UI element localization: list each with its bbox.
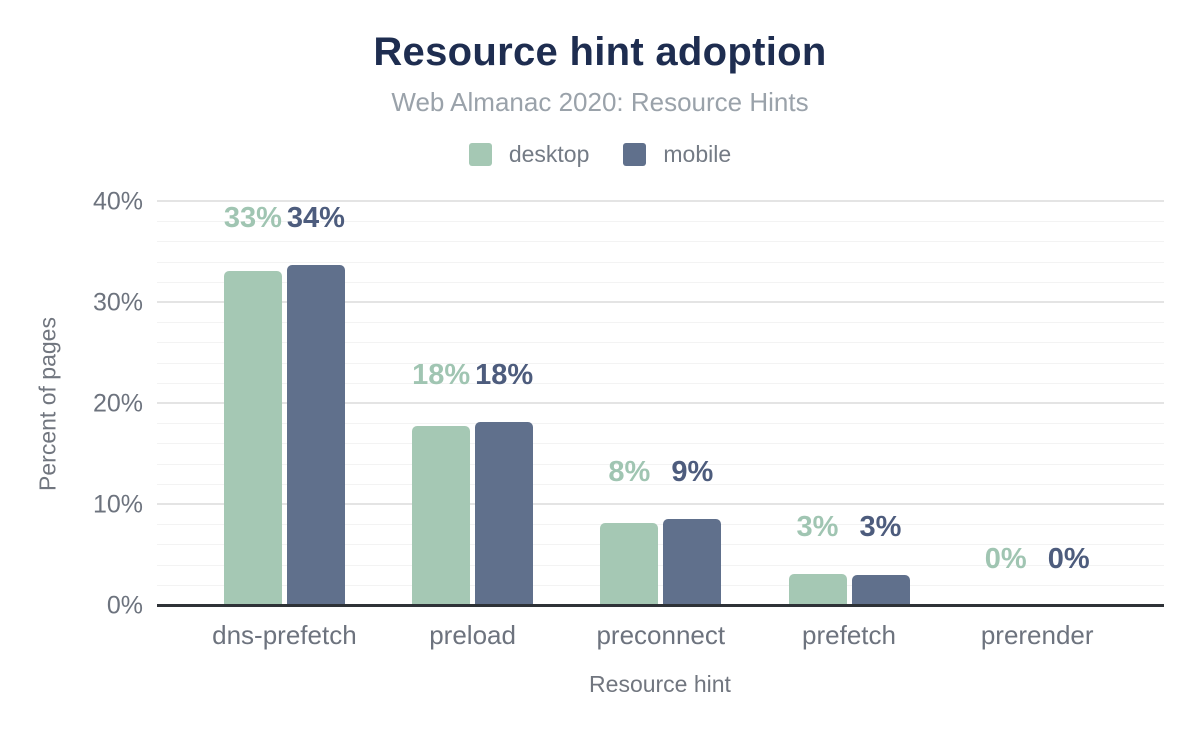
y-tick-label-40: 40% [92,187,143,216]
x-category-label-prerender: prerender [980,620,1094,650]
x-axis-line [157,604,1164,607]
minor-gridline-6 [157,544,1164,546]
minor-gridline-18 [157,423,1164,425]
y-tick-label-10: 10% [92,490,143,519]
minor-gridline-12 [157,483,1164,485]
x-category-label-dns-prefetch: dns-prefetch [212,620,357,650]
minor-gridline-38 [157,221,1164,223]
minor-gridline-14 [157,463,1164,465]
legend-swatch-desktop [468,143,492,166]
value-label-dns-prefetch-mobile: 34% [286,201,345,234]
minor-gridline-36 [157,241,1164,243]
legend-label-desktop: desktop [508,141,590,167]
legend: desktop mobile [0,141,1200,168]
major-gridline-10 [157,503,1164,505]
legend-item-mobile: mobile [623,141,731,168]
value-label-preconnect-desktop: 8% [608,456,651,489]
minor-gridline-8 [157,524,1164,526]
minor-gridline-26 [157,342,1164,344]
minor-gridline-34 [157,261,1164,263]
minor-gridline-28 [157,322,1164,324]
x-category-label-preconnect: preconnect [596,620,726,650]
minor-gridline-16 [157,443,1164,445]
bar-dns-prefetch-mobile [286,264,345,606]
major-gridline-30 [157,301,1164,303]
minor-gridline-24 [157,362,1164,364]
minor-gridline-32 [157,281,1164,283]
bar-preload-mobile [475,422,534,606]
value-label-preload-desktop: 18% [412,359,471,392]
minor-gridline-22 [157,382,1164,384]
bar-dns-prefetch-desktop [223,270,282,606]
legend-swatch-mobile [623,143,647,166]
value-label-prefetch-mobile: 3% [859,510,902,543]
y-tick-label-20: 20% [92,389,143,418]
x-category-label-prefetch: prefetch [802,620,896,650]
chart-subtitle: Web Almanac 2020: Resource Hints [391,87,809,117]
y-tick-label-0: 0% [106,591,143,620]
value-label-prerender-mobile: 0% [1047,543,1090,575]
legend-label-mobile: mobile [663,141,732,167]
minor-gridline-4 [157,564,1164,566]
value-label-preconnect-mobile: 9% [671,456,714,489]
legend-item-desktop: desktop [468,141,590,168]
bar-preconnect-mobile [663,519,722,606]
bar-preload-desktop [412,426,471,606]
y-tick-label-30: 30% [92,288,143,317]
x-axis-title: Resource hint [589,671,731,697]
bar-prefetch-desktop [788,573,847,606]
bar-prefetch-mobile [851,574,910,606]
major-gridline-20 [157,402,1164,404]
x-category-label-preload: preload [429,620,516,650]
y-axis-title: Percent of pages [34,317,61,491]
value-label-prefetch-desktop: 3% [796,510,839,543]
bar-preconnect-desktop [600,523,659,606]
value-label-prerender-desktop: 0% [984,543,1027,575]
plot-area: 0% 10% 20% 30% 40% 33% 34% dns-prefetch 18% 18% pr… [93,188,1164,650]
value-label-dns-prefetch-desktop: 33% [223,201,282,234]
major-gridline-40 [157,200,1164,202]
value-label-preload-mobile: 18% [475,359,534,392]
chart-title: Resource hint adoption [373,30,827,74]
minor-gridline-2 [157,584,1164,586]
